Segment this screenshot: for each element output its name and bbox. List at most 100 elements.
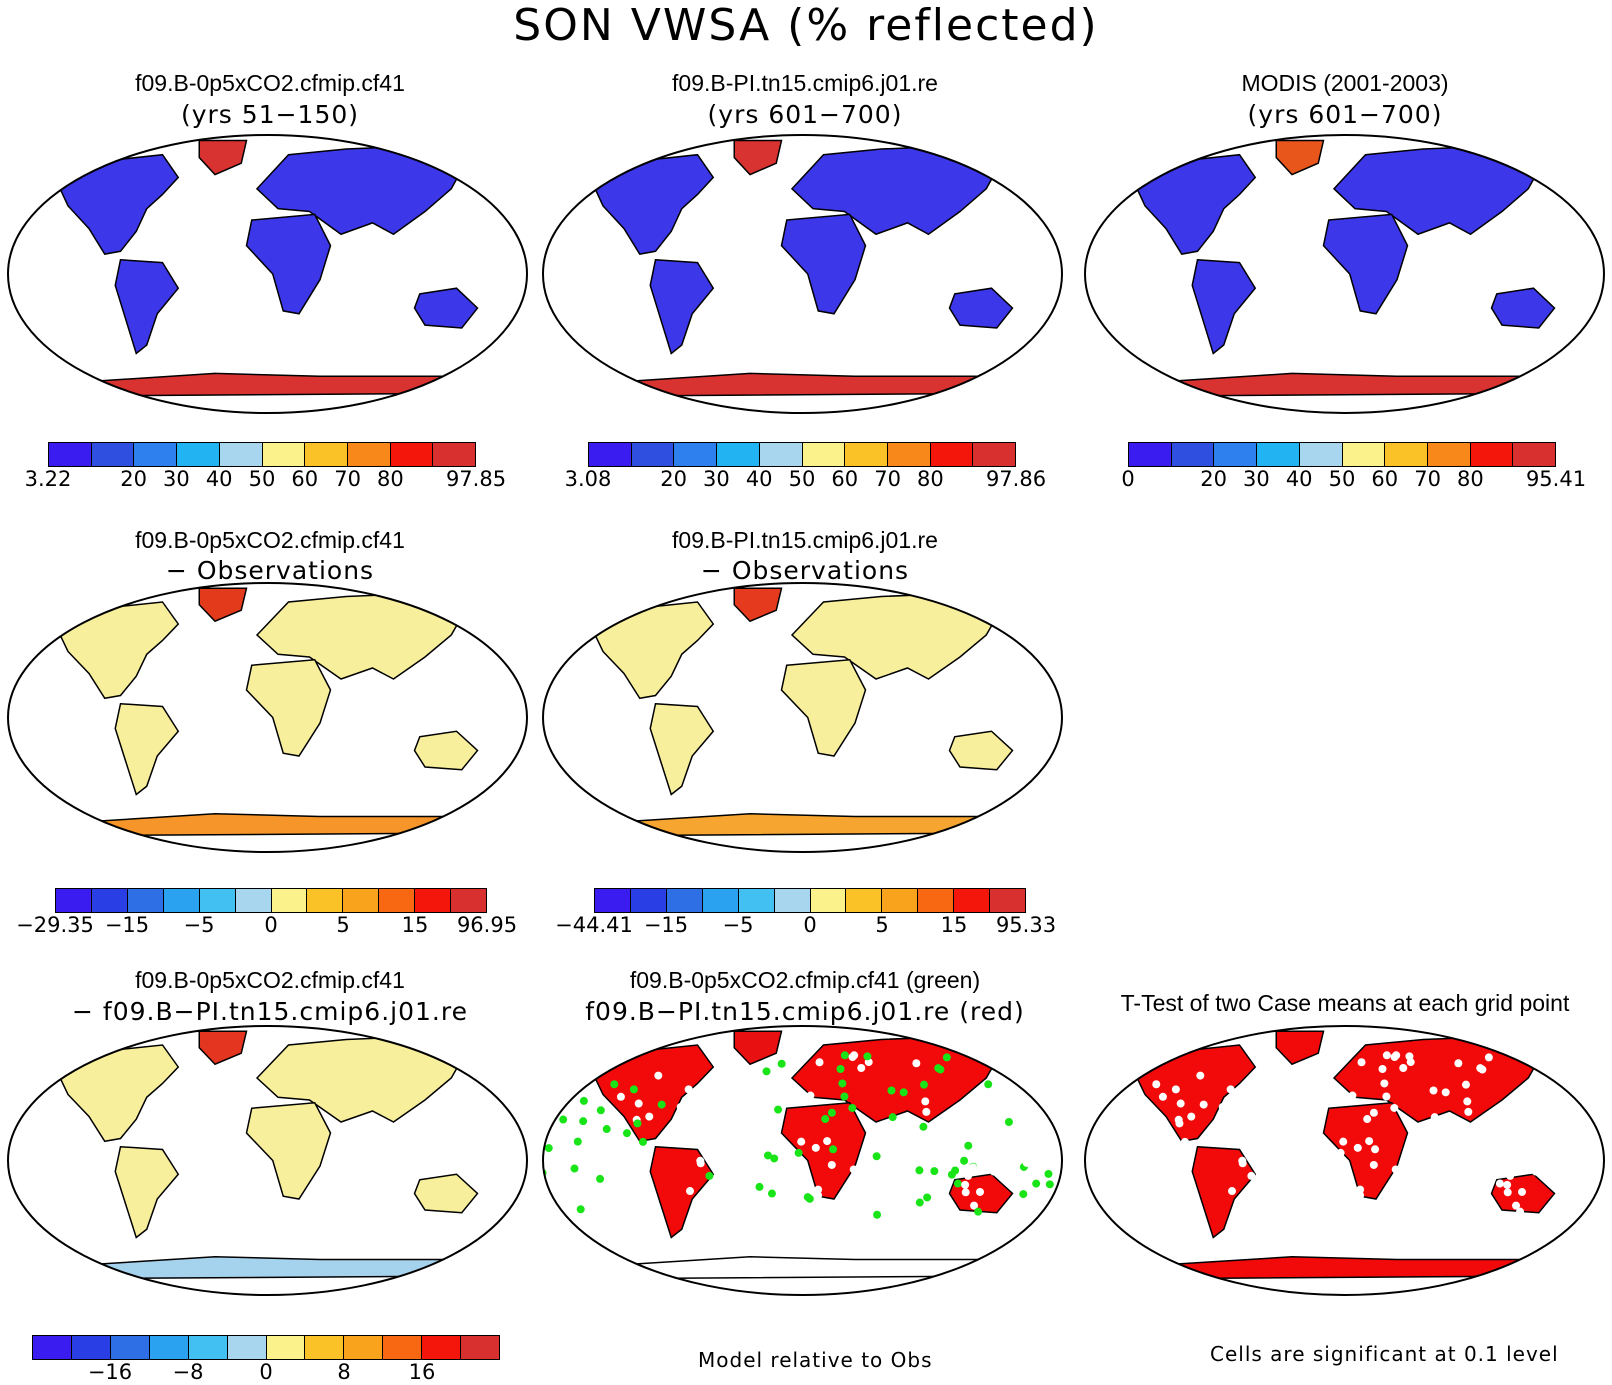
texture-cell [777, 1059, 786, 1068]
colorbar-tick-label: 5 [336, 913, 350, 937]
texture-cell [1316, 1105, 1325, 1114]
colorbar-swatch [49, 443, 92, 466]
map-outline [542, 582, 1063, 853]
eurasia-region [255, 592, 469, 680]
texture-cell [767, 1189, 776, 1198]
texture-cell [961, 1180, 970, 1189]
texture-cell [1424, 1154, 1433, 1163]
texture-cell [543, 1081, 545, 1090]
texture-cell [1414, 1152, 1423, 1161]
texture-cell [1112, 1151, 1121, 1160]
texture-cell [616, 1092, 625, 1101]
texture-cell [1593, 1094, 1602, 1103]
africa-region [1322, 1101, 1409, 1200]
texture-cell [1152, 1113, 1161, 1122]
texture-cell [1086, 1144, 1095, 1153]
panel7-title: f09.B-0p5xCO2.cfmip.cf41 (green) [629, 967, 981, 993]
texture-cell [823, 1137, 832, 1146]
africa-region [780, 213, 867, 315]
colorbar-swatch [774, 889, 811, 912]
texture-cell [1405, 1052, 1414, 1061]
texture-cell [1477, 1138, 1486, 1147]
texture-cell [1457, 1166, 1466, 1175]
eurasia-region [1332, 145, 1546, 236]
texture-cell [1353, 1143, 1362, 1152]
texture-cell [840, 1051, 849, 1060]
texture-cell [1022, 1158, 1031, 1167]
colorbar-tick-label: 60 [1371, 467, 1399, 491]
texture-cell [806, 1091, 815, 1100]
colorbar-swatch [56, 889, 92, 912]
colorbar-swatch [702, 889, 739, 912]
texture-cell [1463, 1097, 1472, 1106]
texture-cell [1238, 1159, 1247, 1168]
panel3-subtitle: (yrs 601−700) [1247, 100, 1443, 129]
texture-cell [974, 1207, 983, 1216]
texture-cell [1382, 1092, 1391, 1101]
texture-cell [1553, 1064, 1562, 1073]
map-outline [1084, 1025, 1605, 1296]
colorbar-tick-label: 15 [940, 913, 968, 937]
greenland-region [1275, 139, 1325, 176]
texture-cell [849, 1165, 858, 1174]
texture-cell [800, 1052, 809, 1061]
texture-cell [1044, 1169, 1053, 1178]
panel1-subtitle: (yrs 51−150) [180, 100, 360, 129]
texture-cell [1416, 1144, 1425, 1153]
texture-cell [1152, 1080, 1161, 1089]
map-panel [7, 1025, 528, 1296]
texture-cell [1187, 1112, 1196, 1121]
texture-cell [685, 1187, 694, 1196]
colorbar-swatch [235, 889, 272, 912]
texture-cell [1430, 1124, 1439, 1133]
texture-cell [888, 1124, 897, 1133]
texture-cell [969, 1163, 978, 1172]
greenland-region [198, 1030, 248, 1066]
texture-cell [1085, 1046, 1086, 1055]
texture-cell [591, 1052, 600, 1061]
texture-cell [1121, 1117, 1130, 1126]
colorbar-tick-label: 0 [803, 913, 817, 937]
texture-cell [1312, 1154, 1321, 1163]
texture-cell [1112, 1164, 1121, 1173]
north-america-region [1133, 153, 1257, 255]
texture-cell [1227, 1187, 1236, 1196]
texture-cell [1199, 1100, 1208, 1109]
texture-cell [1378, 1065, 1387, 1074]
colorbar-swatch [630, 889, 667, 912]
map-outline [7, 1025, 528, 1296]
texture-cell [1342, 1052, 1351, 1061]
texture-cell [1390, 1103, 1399, 1112]
texture-cell [1380, 1079, 1389, 1088]
africa-region [245, 1101, 332, 1200]
colorbar-tick-label: −5 [183, 913, 215, 937]
colorbar-swatch [595, 889, 631, 912]
texture-cell [840, 1092, 849, 1101]
texture-cell [716, 1097, 725, 1106]
colorbar-tick-label: −15 [643, 913, 689, 937]
north-america-region [56, 153, 180, 255]
texture-cell [1555, 1112, 1564, 1121]
texture-cell [814, 1185, 823, 1194]
texture-cell [915, 1166, 924, 1175]
texture-cell [1602, 1127, 1604, 1136]
eurasia-region [255, 145, 469, 236]
south-america-region [114, 1145, 180, 1239]
texture-cell [887, 1086, 896, 1095]
texture-cell [1565, 1054, 1574, 1063]
map-outline [1084, 134, 1605, 414]
texture-cell [1574, 1179, 1583, 1188]
texture-cell [1578, 1070, 1587, 1079]
texture-cell [989, 1167, 998, 1176]
texture-cell [1108, 1071, 1117, 1080]
texture-cell [544, 1144, 553, 1153]
africa-region [245, 658, 332, 757]
colorbar-swatch [149, 1336, 189, 1359]
colorbar-tick-label: 40 [745, 467, 773, 491]
texture-cell [1506, 1171, 1515, 1180]
south-america-region [114, 702, 180, 796]
colorbar-tick-label: 20 [1200, 467, 1227, 491]
south-america-region [114, 259, 180, 355]
texture-cell [1175, 1119, 1184, 1128]
panel8-title: T-Test of two Case means at each grid po… [1120, 990, 1570, 1016]
